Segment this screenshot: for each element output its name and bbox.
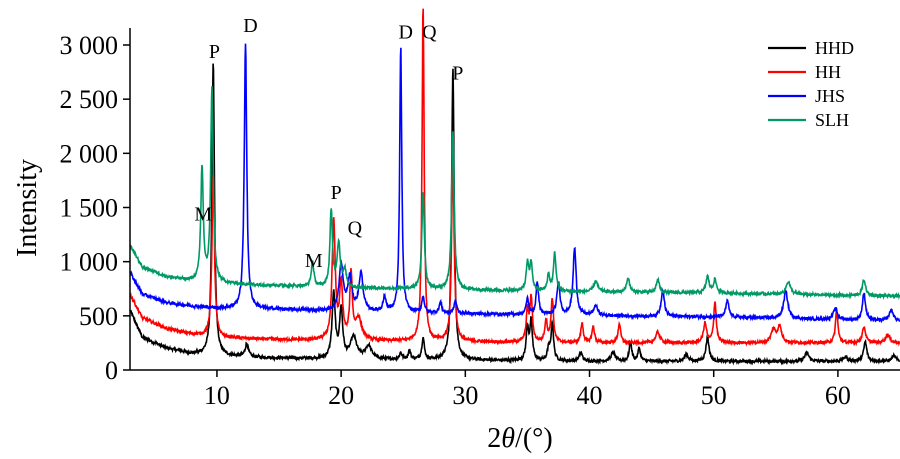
series-line-hh <box>129 8 900 347</box>
ticks: 10 20 30 40 50 60 0 500 1 000 1 500 2 000 2 500 3 00… <box>60 31 851 410</box>
x-tick-label: 20 <box>328 381 354 410</box>
legend-label-hh: HH <box>815 62 841 82</box>
peak-label: D <box>398 22 412 44</box>
y-tick-label: 2 000 <box>60 139 119 168</box>
x-axis-title-theta: θ <box>501 423 515 454</box>
x-tick-label: 30 <box>452 381 478 410</box>
peak-label: P <box>209 41 220 63</box>
peak-label: M <box>194 204 212 226</box>
series-line-slh <box>129 86 900 301</box>
legend-label-hhd: HHD <box>815 38 854 58</box>
axes <box>129 28 900 371</box>
y-tick-label: 1 000 <box>60 248 119 277</box>
x-axis-title: 2θ/(°) <box>487 423 552 454</box>
peak-label: Q <box>422 22 437 44</box>
peak-label: P <box>452 63 463 85</box>
legend-label-jhs: JHS <box>815 86 845 106</box>
peak-label: M <box>305 250 323 272</box>
y-tick-label: 2 500 <box>60 85 119 114</box>
peak-label: D <box>243 15 257 37</box>
y-axis-title: Intensity <box>12 159 43 257</box>
y-tick-label: 3 000 <box>60 31 119 60</box>
peak-label: Q <box>348 218 363 240</box>
series-layer <box>129 8 900 366</box>
legend-label-slh: SLH <box>815 110 849 130</box>
series-line-hhd <box>129 63 900 366</box>
x-axis-title-suffix: /(°) <box>515 423 553 454</box>
peak-label: P <box>331 182 342 204</box>
x-tick-label: 10 <box>204 381 230 410</box>
legend: HHD HH JHS SLH <box>768 38 854 130</box>
series-line-jhs <box>129 43 900 324</box>
x-tick-label: 40 <box>577 381 603 410</box>
x-tick-label: 60 <box>825 381 851 410</box>
y-tick-label: 500 <box>79 302 118 331</box>
x-axis-title-prefix: 2 <box>487 423 501 454</box>
y-tick-label: 0 <box>105 356 118 385</box>
x-tick-label: 50 <box>701 381 727 410</box>
y-tick-label: 1 500 <box>60 194 119 223</box>
